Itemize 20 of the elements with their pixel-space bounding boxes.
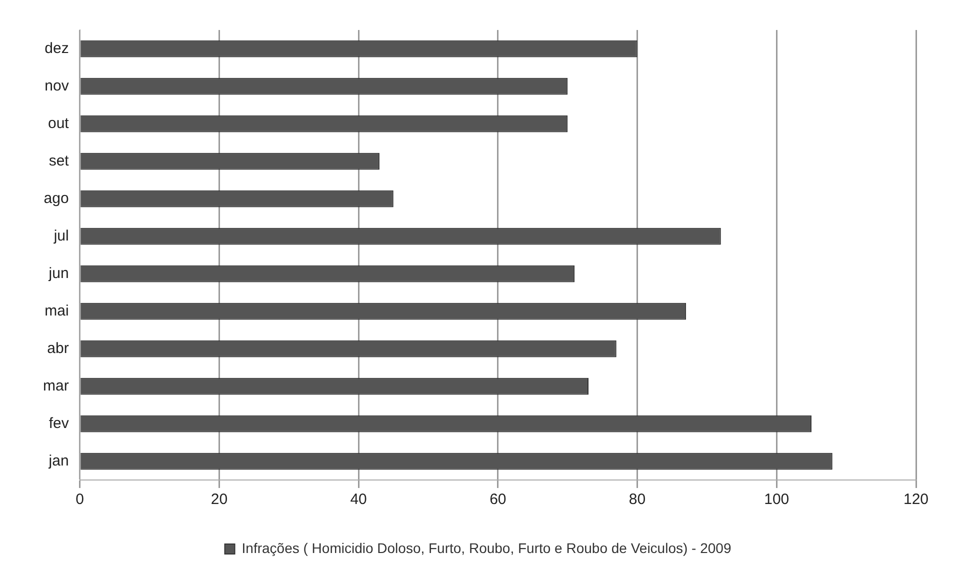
y-tick-label: jun — [48, 264, 69, 282]
y-tick-label: ago — [44, 190, 69, 207]
y-tick-label: dez — [44, 40, 69, 57]
y-tick-label: jan — [48, 452, 69, 470]
x-tick-label: 20 — [210, 491, 228, 508]
x-tick-label: 100 — [764, 491, 790, 508]
y-tick-label: abr — [47, 340, 69, 357]
legend-label: Infrações ( Homicidio Doloso, Furto, Roubo, Furto e Roubo de Veiculos) - 2009 — [242, 540, 732, 556]
x-tick-label: 40 — [350, 491, 367, 508]
y-tick-label: nov — [44, 77, 70, 94]
y-tick-label: out — [48, 114, 70, 132]
y-tick-label: fev — [48, 414, 70, 432]
x-tick-label: 60 — [490, 491, 506, 508]
y-tick-label: jul — [52, 227, 69, 244]
x-tick-label: 80 — [628, 491, 646, 508]
y-tick-label: mar — [42, 377, 69, 394]
y-tick-label: set — [48, 152, 70, 170]
x-tick-label: 0 — [76, 491, 84, 508]
y-tick-label: mai — [44, 302, 69, 320]
x-tick-label: 120 — [903, 491, 929, 508]
